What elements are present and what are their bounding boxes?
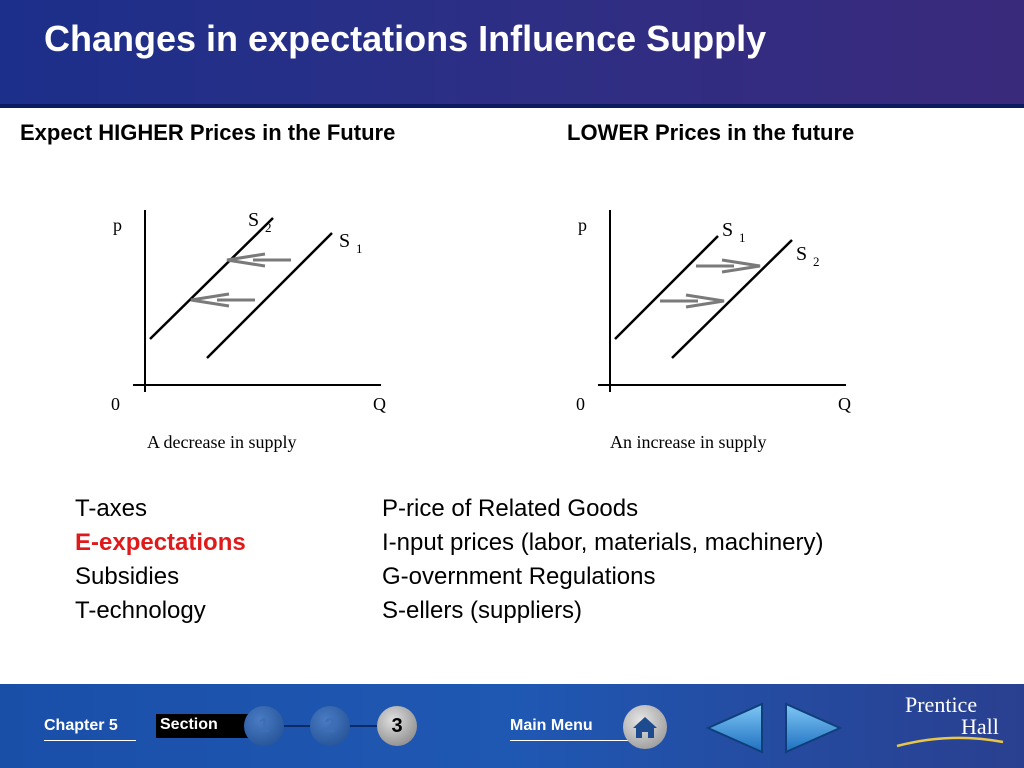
curve-s2-label: S	[796, 243, 807, 265]
chapter-link[interactable]: Chapter 5	[44, 717, 118, 734]
supply-curve-s2	[149, 217, 274, 340]
home-icon	[633, 717, 657, 738]
logo-swoosh-icon	[896, 736, 1004, 748]
supply-curve-s1	[614, 235, 719, 340]
curve-s1-label: S	[339, 230, 350, 252]
back-arrow-icon	[705, 702, 763, 754]
origin-label: 0	[111, 394, 120, 414]
main-menu-link[interactable]: Main Menu	[510, 717, 593, 734]
shift-left-arrow-1	[226, 252, 291, 268]
origin-label: 0	[576, 394, 585, 414]
section-3-button[interactable]: 3	[377, 706, 417, 746]
curve-s2-subscript: 2	[813, 254, 820, 269]
main-menu-underline	[510, 740, 630, 741]
chapter-underline	[44, 740, 136, 741]
list-item-highlighted: E-expectations	[75, 529, 246, 556]
left-column-heading: Expect HIGHER Prices in the Future	[20, 120, 396, 145]
list-item: Subsidies	[75, 563, 180, 590]
curve-s2-subscript: 2	[265, 220, 272, 235]
header-rule	[0, 104, 1024, 108]
increase-supply-diagram: p 0 Q S 1 S 2 An increase in supply	[576, 210, 851, 452]
increase-supply-graph: p 0 Q S 1 S 2 An increase in supply	[570, 200, 870, 460]
logo-line-2: Hall	[961, 714, 999, 739]
logo-line-1: Prentice	[905, 692, 978, 717]
home-button[interactable]	[623, 705, 667, 749]
back-button[interactable]	[702, 700, 768, 756]
section-label-box: Section	[156, 714, 256, 738]
supply-curve-s2	[671, 239, 793, 359]
list-item: P-rice of Related Goods	[382, 495, 639, 522]
determinants-list-left: T-axes E-expectations Subsidies T-echnol…	[75, 492, 246, 628]
forward-arrow-icon	[785, 702, 843, 754]
list-item: S-ellers (suppliers)	[382, 597, 583, 624]
right-column-heading: LOWER Prices in the future	[567, 120, 855, 145]
x-axis-label: Q	[373, 394, 386, 414]
decrease-supply-diagram: p 0 Q S 2 S 1 A decrease in supply	[111, 209, 386, 452]
supply-curve-s1	[206, 232, 333, 359]
shift-right-arrow-1	[696, 258, 761, 274]
curve-s1-subscript: 1	[356, 241, 363, 256]
list-item: T-axes	[75, 495, 148, 522]
shift-left-arrow-2	[190, 292, 255, 308]
shift-right-arrow-2	[660, 293, 725, 309]
slide-title: Changes in expectations Influence Supply	[44, 18, 767, 59]
curve-s1-subscript: 1	[739, 230, 746, 245]
determinants-list-right: P-rice of Related Goods I-nput prices (l…	[382, 492, 824, 628]
slide-header: Changes in expectations Influence Supply	[0, 0, 1024, 108]
decrease-supply-graph: p 0 Q S 2 S 1 A decrease in supply	[105, 200, 405, 460]
list-item: I-nput prices (labor, materials, machine…	[382, 529, 824, 556]
section-1-button[interactable]: 1	[244, 706, 284, 746]
list-item: G-overnment Regulations	[382, 563, 656, 590]
curve-s1-label: S	[722, 219, 733, 241]
slide-footer: Chapter 5 Section 1 2 3 Main Menu Prenti…	[0, 684, 1024, 768]
section-label: Section	[160, 716, 218, 733]
list-item: T-echnology	[75, 597, 206, 624]
forward-button[interactable]	[780, 700, 846, 756]
curve-s2-label: S	[248, 209, 259, 231]
graph-caption: An increase in supply	[610, 432, 766, 452]
graph-caption: A decrease in supply	[147, 432, 296, 452]
x-axis-label: Q	[838, 394, 851, 414]
y-axis-label: p	[113, 215, 122, 235]
section-2-button[interactable]: 2	[310, 706, 350, 746]
y-axis-label: p	[578, 215, 587, 235]
